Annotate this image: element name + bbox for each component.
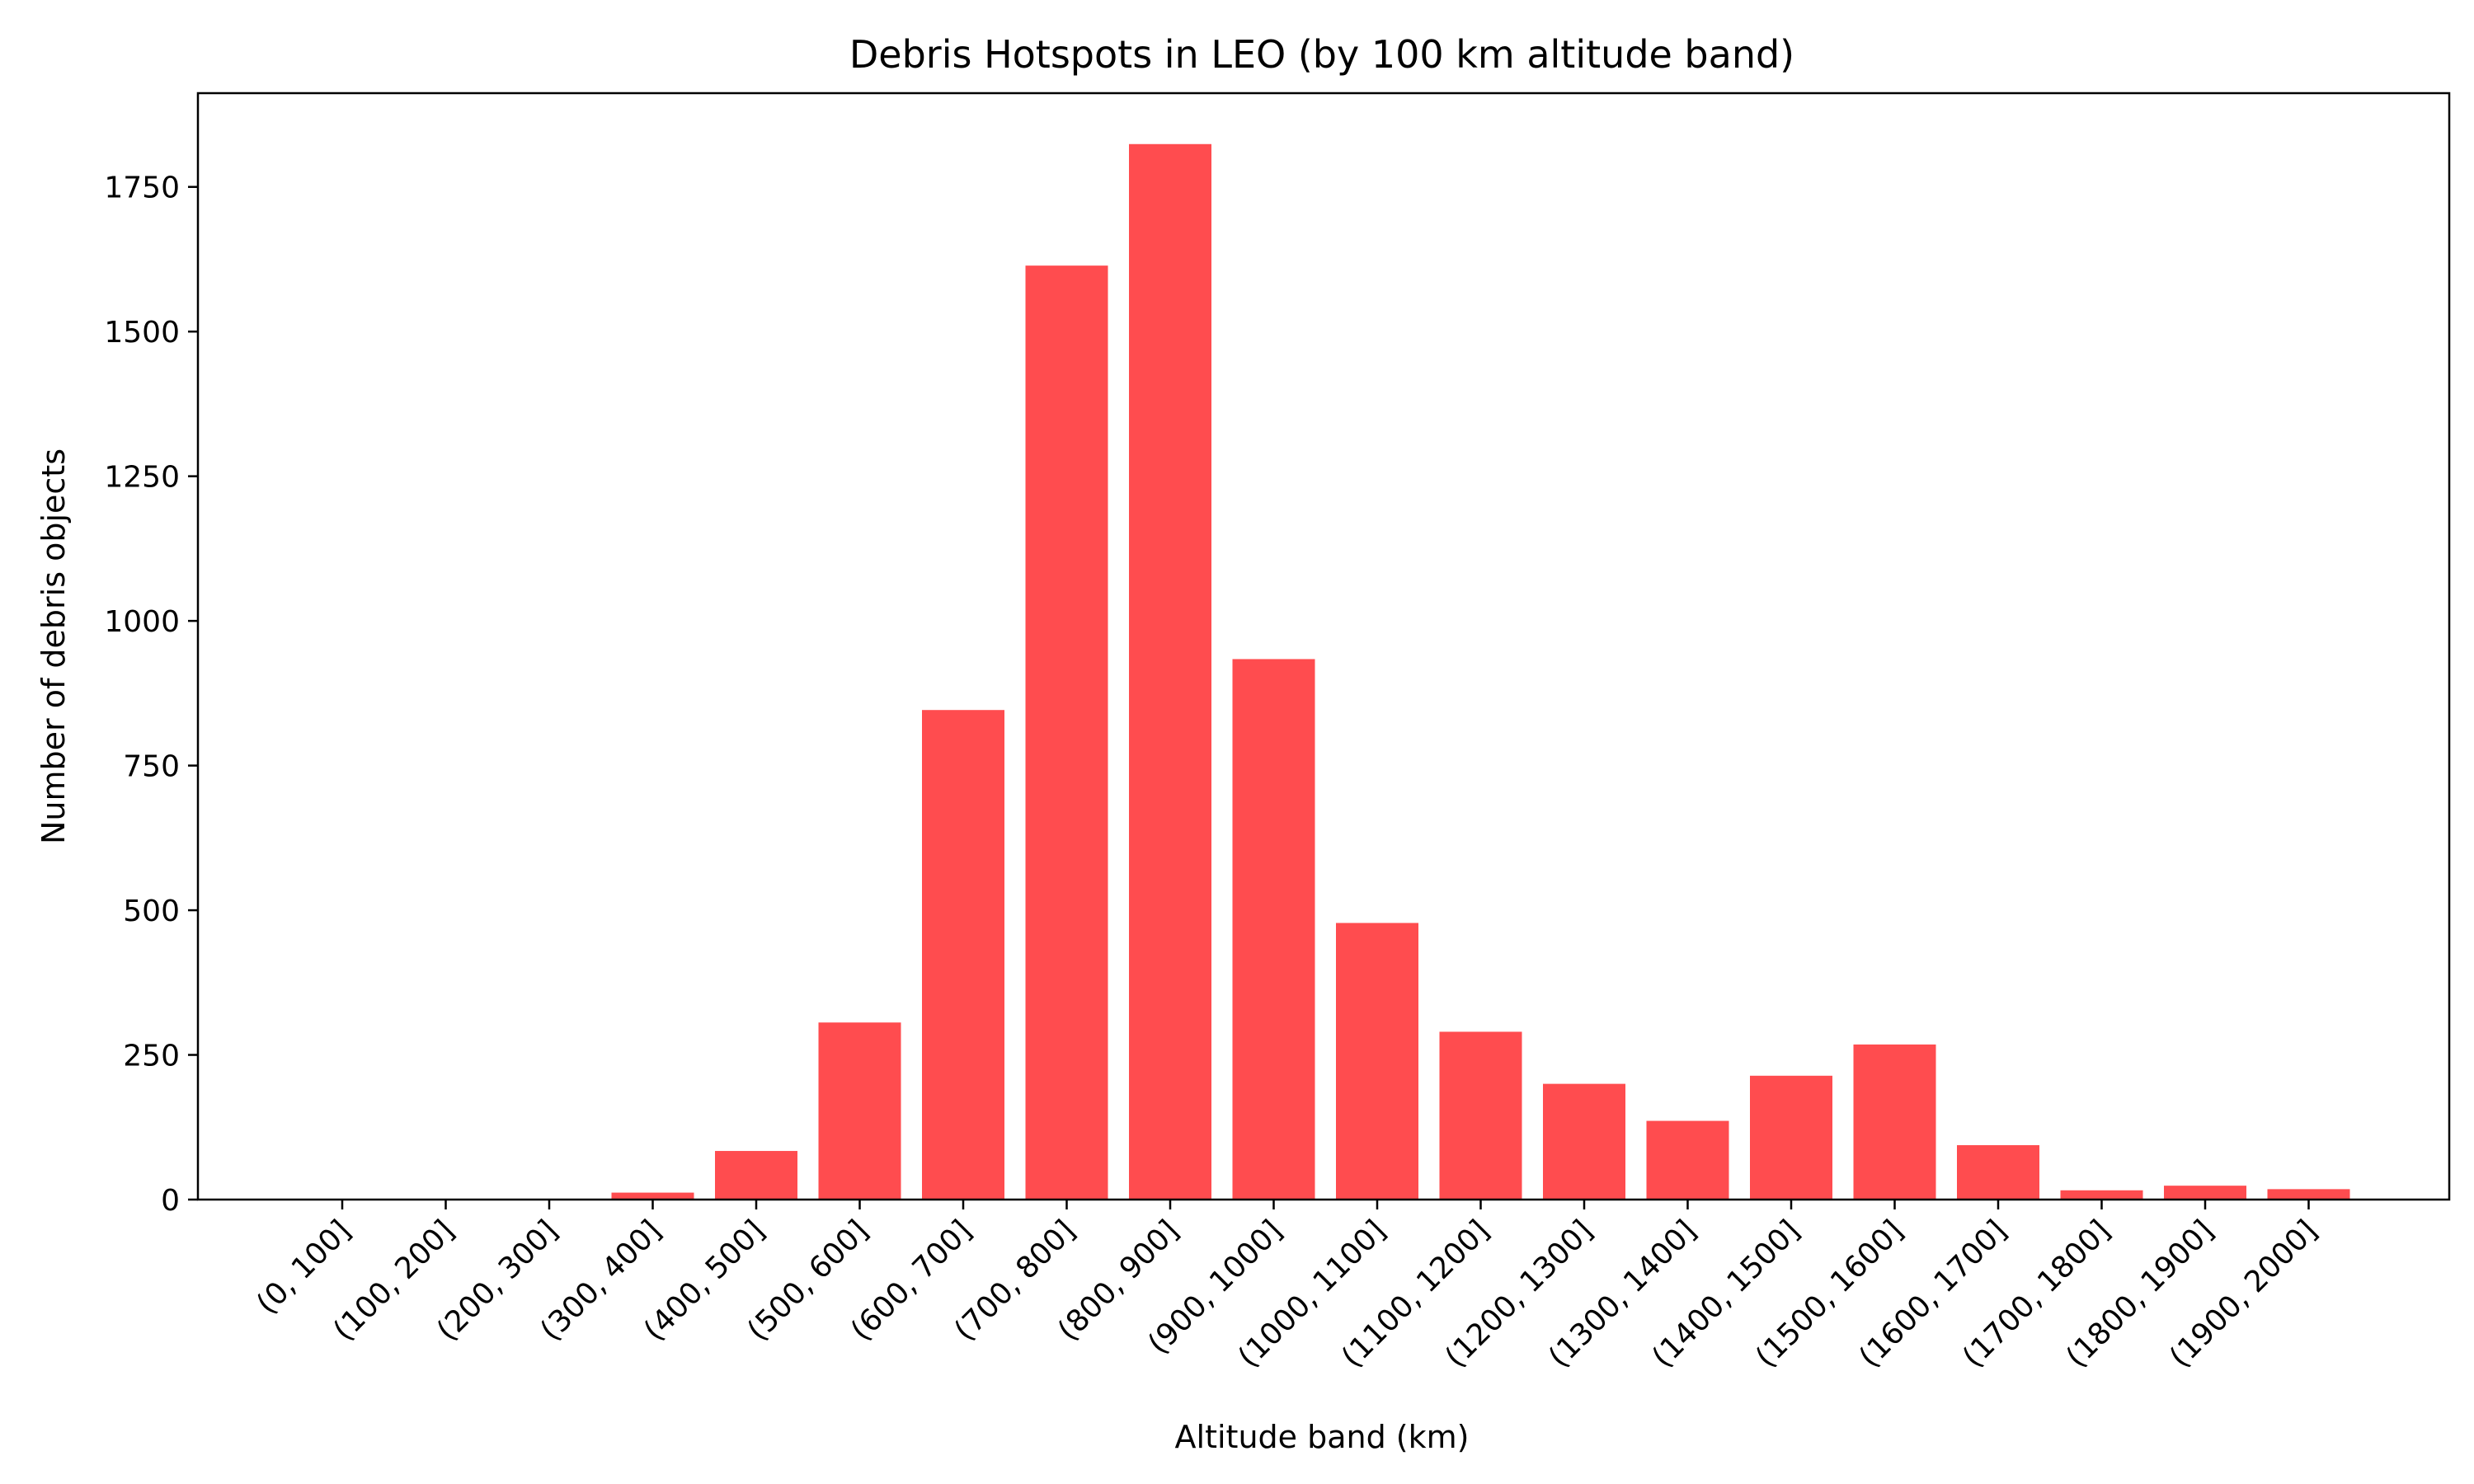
- chart-title: Debris Hotspots in LEO (by 100 km altitu…: [849, 32, 1794, 77]
- bar: [2267, 1189, 2350, 1200]
- bar: [1025, 265, 1108, 1200]
- y-tick-label: 1250: [104, 461, 180, 495]
- y-axis-label: Number of debris objects: [35, 448, 72, 844]
- bar: [1232, 659, 1315, 1200]
- bar: [1543, 1083, 1625, 1200]
- bar: [1750, 1075, 1832, 1200]
- y-tick-label: 250: [123, 1040, 180, 1073]
- bar: [1853, 1044, 1936, 1200]
- x-axis-label: Altitude band (km): [1175, 1419, 1470, 1455]
- x-tick-label: (0, 100]: [251, 1214, 358, 1321]
- y-tick-label: 0: [161, 1184, 180, 1218]
- bar: [1957, 1145, 2039, 1200]
- bar: [1336, 923, 1418, 1200]
- plot-frame: [196, 92, 2451, 1201]
- bars-group: [611, 143, 2350, 1200]
- bar: [611, 1192, 694, 1200]
- y-axis-ticks: 0 250 500 750 1000 1250 1500 1750: [104, 171, 198, 1218]
- x-axis-ticks: (0, 100](100, 200](200, 300](300, 400](4…: [251, 1200, 2324, 1374]
- bar: [1646, 1120, 1729, 1200]
- bar: [818, 1022, 901, 1200]
- y-tick-label: 1500: [104, 316, 180, 350]
- bar: [2060, 1190, 2143, 1200]
- bar: [1439, 1031, 1522, 1200]
- y-tick-label: 1000: [104, 605, 180, 639]
- y-tick-label: 1750: [104, 171, 180, 205]
- bar: [1129, 143, 1211, 1200]
- bar: [715, 1151, 797, 1200]
- y-tick-label: 750: [123, 750, 180, 784]
- y-tick-label: 500: [123, 895, 180, 928]
- bar: [922, 710, 1004, 1200]
- bar: [2164, 1186, 2246, 1200]
